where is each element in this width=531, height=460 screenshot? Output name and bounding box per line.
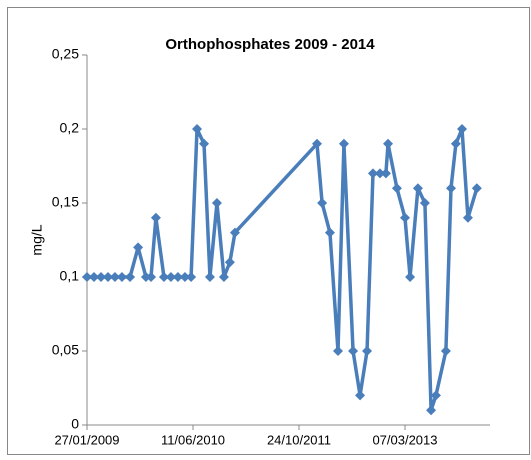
data-point (462, 212, 473, 223)
data-point (133, 242, 144, 253)
data-point (324, 227, 335, 238)
data-point (426, 405, 437, 416)
data-point (405, 272, 416, 282)
y-tick-label: 0,25 (52, 46, 79, 62)
data-point (338, 138, 349, 149)
data-point (192, 124, 203, 134)
data-point (312, 138, 323, 149)
data-point (116, 272, 127, 282)
data-point (430, 390, 441, 401)
data-point (383, 138, 394, 149)
y-tick-label: 0,1 (60, 268, 80, 284)
data-point (419, 198, 430, 208)
data-point (224, 257, 235, 268)
data-point (374, 168, 385, 179)
data-point (140, 272, 151, 282)
data-point (471, 183, 482, 194)
y-tick-label: 0,05 (52, 342, 79, 358)
data-point (211, 198, 222, 208)
y-tick-label: 0 (71, 416, 79, 432)
data-point (333, 346, 344, 356)
x-tick-label: 24/10/2011 (267, 432, 331, 447)
data-point (457, 124, 468, 134)
data-point (440, 346, 451, 356)
data-point (380, 168, 391, 179)
data-point (88, 272, 99, 282)
data-point (317, 198, 328, 208)
data-point (199, 138, 210, 149)
data-point (158, 272, 169, 282)
data-point (95, 272, 106, 282)
x-tick-label: 11/06/2010 (161, 432, 225, 447)
data-point (102, 272, 113, 282)
data-point (362, 346, 373, 356)
data-point (412, 183, 423, 194)
data-point (367, 168, 378, 179)
data-point (450, 138, 461, 149)
data-point (445, 183, 456, 194)
x-tick-label: 07/03/2013 (372, 432, 437, 447)
chart-border (7, 7, 530, 455)
series-line (87, 127, 479, 412)
data-point (355, 390, 366, 401)
x-tick-label: 27/01/2009 (54, 432, 119, 447)
data-point (82, 272, 92, 282)
y-tick-label: 0,15 (52, 194, 79, 210)
data-point (186, 272, 197, 282)
data-point (172, 272, 183, 282)
data-point (125, 272, 136, 282)
data-point (179, 272, 190, 282)
data-point (229, 227, 240, 238)
data-point (146, 272, 157, 282)
y-axis-label: mg/L (29, 224, 45, 255)
data-point (391, 183, 402, 194)
data-point (218, 272, 229, 282)
data-point (165, 272, 176, 282)
chart-title: Orthophosphates 2009 - 2014 (165, 36, 375, 53)
data-point (348, 346, 359, 356)
y-tick-label: 0,2 (60, 120, 80, 136)
data-point (109, 272, 120, 282)
data-point (399, 212, 410, 223)
data-point (150, 212, 161, 223)
data-point (204, 272, 215, 282)
